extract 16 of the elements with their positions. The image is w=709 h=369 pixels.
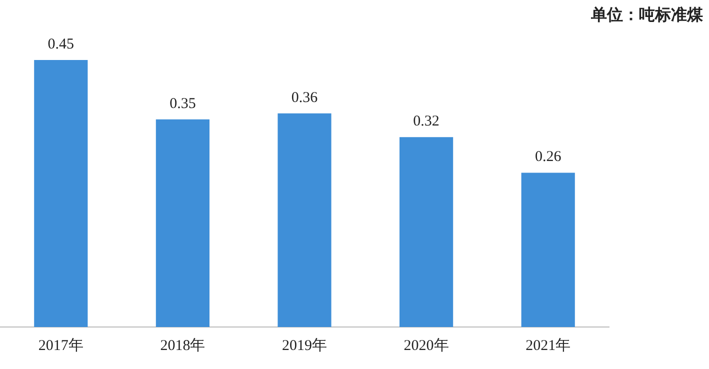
data-label: 0.36: [291, 90, 318, 106]
text: 单位：吨标准煤: [590, 5, 704, 24]
bar: [400, 137, 454, 327]
bar: [521, 172, 575, 327]
data-label: 0.45: [48, 36, 74, 52]
bar: [156, 119, 210, 327]
x-tick-label: 2018年: [160, 336, 206, 354]
x-tick-label: 2019年: [282, 336, 327, 354]
x-tick-label: 2020年: [404, 336, 449, 354]
bar: [34, 60, 88, 327]
x-tick-label: 2017年: [38, 336, 84, 354]
x-tick-label: 2021年: [526, 336, 571, 354]
data-label: 0.32: [413, 114, 440, 130]
data-label: 0.26: [534, 149, 562, 166]
bar: [278, 113, 332, 327]
data-label: 0.35: [170, 96, 196, 112]
